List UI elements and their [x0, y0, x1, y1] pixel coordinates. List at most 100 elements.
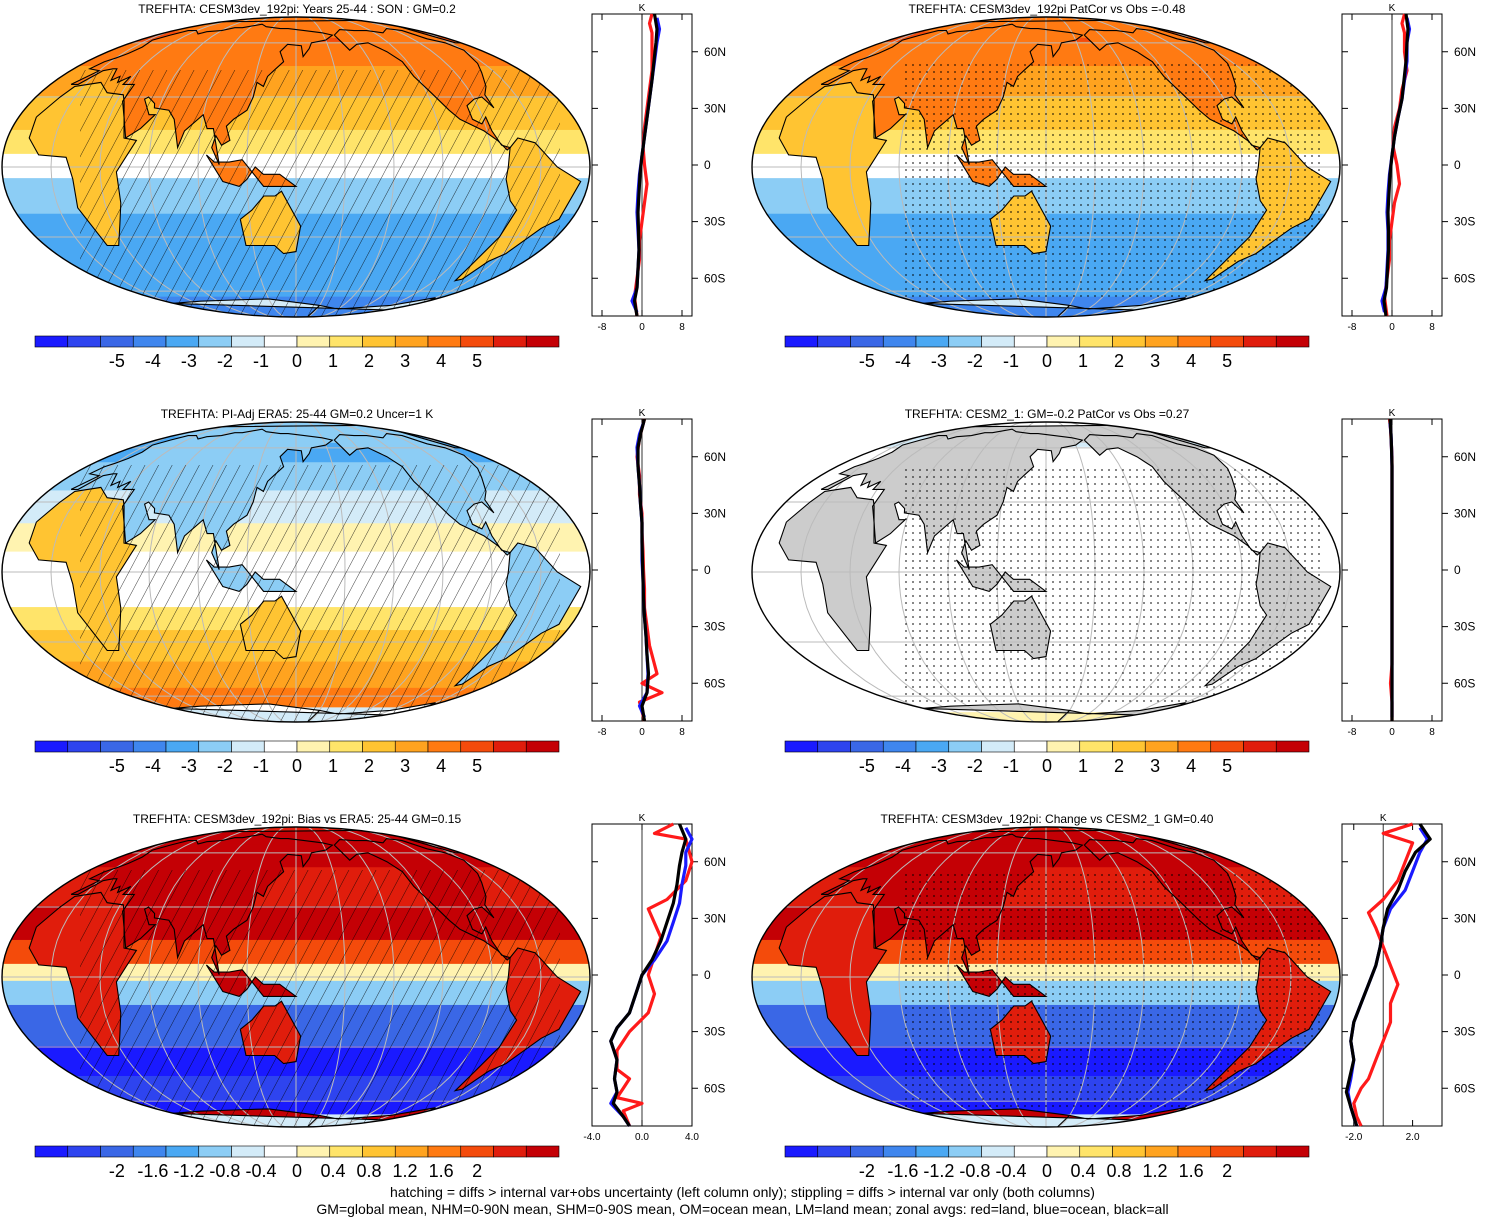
- zonal-ytick-label: 30S: [704, 1025, 725, 1039]
- colorbar-swatch: [427, 335, 462, 348]
- zonal-ytick-label: 30S: [1454, 1025, 1475, 1039]
- colorbar-tick-label: -4: [895, 351, 911, 370]
- zonal-ytick-label: 30S: [704, 215, 725, 229]
- map-p6: [752, 827, 1340, 1127]
- coast-africa: [778, 891, 888, 1057]
- zonal-ytick-label: 0: [1454, 968, 1461, 982]
- colorbar-swatch: [394, 335, 429, 348]
- colorbar-swatch: [1013, 1145, 1048, 1158]
- colorbar-swatch: [34, 1145, 69, 1158]
- panel-title: TREFHTA: CESM3dev_192pi: Bias vs ERA5: 2…: [132, 812, 462, 826]
- colorbar-swatch: [1177, 335, 1212, 348]
- colorbar-tick-label: 0: [292, 351, 302, 370]
- panel-title: TREFHTA: PI-Adj ERA5: 25-44 GM=0.2 Uncer…: [160, 407, 434, 421]
- colorbar-tick-label: 1: [1078, 756, 1088, 775]
- colorbar-swatch: [981, 1145, 1015, 1158]
- colorbar-swatch: [525, 335, 560, 348]
- colorbar-swatch: [362, 335, 396, 348]
- colorbar-p4: -5 -4 -3 -2 -1 0 1 2 3 4 5: [784, 740, 1310, 775]
- colorbar-tick-label: 2: [1222, 1161, 1232, 1180]
- colorbar-swatch: [1243, 740, 1277, 753]
- zonal-unit: K: [1389, 408, 1396, 419]
- zonal-ytick-label: 60S: [704, 676, 725, 690]
- colorbar-tick-label: 4: [1186, 756, 1196, 775]
- panel-p4: TREFHTA: CESM2_1: GM=-0.2 PatCor vs Obs …: [750, 405, 1485, 775]
- colorbar-swatch: [915, 740, 950, 753]
- land-africa: [779, 82, 887, 246]
- zonal-xtick-label: -4.0: [583, 1132, 601, 1143]
- colorbar-swatch: [1275, 740, 1310, 753]
- hatching-overlay: [80, 70, 560, 317]
- colorbar-tick-label: 5: [472, 351, 482, 370]
- colorbar-swatch: [493, 335, 527, 348]
- zonal-ytick-label: 0: [704, 158, 711, 172]
- zonal-xtick-label: 8: [1429, 322, 1435, 333]
- panel-figure: -5 -4 -3 -2 -1 0 1 2 3 4 5 K 60N 30N 0 30S 60S -8 0 8: [751, 3, 1476, 370]
- zonal-ytick-label: 60S: [1454, 676, 1475, 690]
- colorbar-swatch: [67, 1145, 101, 1158]
- colorbar-swatch: [394, 1145, 429, 1158]
- colorbar-swatch: [948, 740, 982, 753]
- colorbar-tick-label: 0: [292, 756, 302, 775]
- colorbar-tick-label: 1.2: [393, 1161, 418, 1180]
- colorbar-tick-label: -2: [859, 1161, 875, 1180]
- panel-figure: -5 -4 -3 -2 -1 0 1 2 3 4 5 K 60N 30N 0 30S 60S -8 0 8: [1, 408, 726, 775]
- colorbar-swatch: [948, 1145, 982, 1158]
- colorbar-swatch: [1144, 1145, 1179, 1158]
- colorbar-tick-label: -3: [181, 756, 197, 775]
- colorbar-swatch: [1243, 1145, 1277, 1158]
- map-border: [1, 421, 591, 723]
- zonal-unit: K: [1380, 813, 1387, 824]
- panel-title: TREFHTA: CESM3dev_192pi: Change vs CESM2…: [880, 812, 1214, 826]
- colorbar-tick-label: 5: [1222, 351, 1232, 370]
- zonal-xtick-label: 0: [1389, 322, 1395, 333]
- colorbar-swatch: [1243, 335, 1277, 348]
- colorbar-swatch: [915, 335, 950, 348]
- colorbar-swatch: [981, 740, 1015, 753]
- colorbar-swatch: [817, 740, 851, 753]
- land-africa: [779, 892, 887, 1056]
- colorbar-tick-label: 1.6: [429, 1161, 454, 1180]
- zonal-ytick-label: 30N: [704, 101, 726, 115]
- colorbar-tick-label: -3: [931, 756, 947, 775]
- zonal-ytick-label: 60S: [704, 271, 725, 285]
- zonal-xtick-label: -8: [598, 322, 607, 333]
- zonal-unit: K: [639, 813, 646, 824]
- colorbar-swatch: [427, 1145, 462, 1158]
- zonal-line-all: [1382, 13, 1410, 317]
- colorbar-tick-label: -1: [1003, 351, 1019, 370]
- map-p2: [752, 17, 1340, 317]
- map-border: [751, 826, 1341, 1128]
- zonal-xtick-label: 8: [1429, 727, 1435, 738]
- colorbar-swatch: [165, 335, 200, 348]
- colorbar-swatch: [231, 740, 265, 753]
- zonal-ytick-label: 60S: [704, 1081, 725, 1095]
- map-border: [751, 16, 1341, 318]
- colorbar-swatch: [100, 335, 134, 348]
- colorbar-swatch: [329, 335, 363, 348]
- zonal-ytick-label: 0: [704, 563, 711, 577]
- colorbar-swatch: [882, 1145, 917, 1158]
- colorbar-swatch: [1112, 335, 1146, 348]
- stippling-overlay: [900, 465, 1320, 705]
- colorbar-tick-label: 3: [400, 351, 410, 370]
- colorbar-tick-label: 2: [1114, 756, 1124, 775]
- panel-figure: -5 -4 -3 -2 -1 0 1 2 3 4 5 K 60N 30N 0 30S 60S -8 0 8: [1, 3, 726, 370]
- colorbar-swatch: [329, 740, 363, 753]
- zonal-ytick-label: 30S: [704, 620, 725, 634]
- zonal-ytick-label: 30S: [1454, 215, 1475, 229]
- panel-p2: TREFHTA: CESM3dev_192pi PatCor vs Obs =-…: [750, 0, 1485, 370]
- colorbar-swatch: [67, 740, 101, 753]
- colorbar-tick-label: 2: [472, 1161, 482, 1180]
- colorbar-swatch: [1046, 335, 1081, 348]
- zonal-xtick-label: 0: [1389, 727, 1395, 738]
- panel-p3: TREFHTA: PI-Adj ERA5: 25-44 GM=0.2 Uncer…: [0, 405, 735, 775]
- colorbar-tick-label: -2: [967, 756, 983, 775]
- colorbar-p5: -2 -1.6 -1.2 -0.8 -0.4 0 0.4 0.8 1.2 1.6 2: [34, 1145, 560, 1180]
- zonal-line-all: [609, 823, 688, 1127]
- colorbar-tick-label: -1.6: [137, 1161, 168, 1180]
- colorbar-tick-label: 0: [292, 1161, 302, 1180]
- colorbar-swatch: [1079, 740, 1113, 753]
- colorbar-tick-label: -2: [217, 351, 233, 370]
- zonal-ytick-label: 30N: [1454, 911, 1476, 925]
